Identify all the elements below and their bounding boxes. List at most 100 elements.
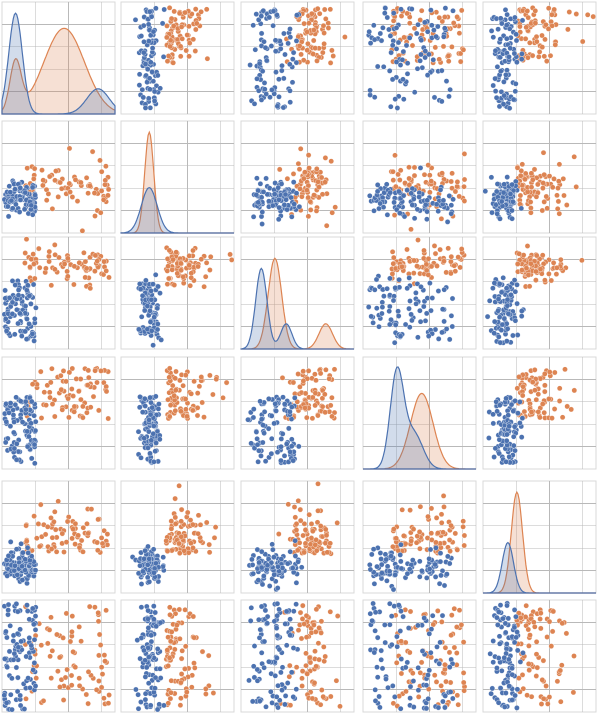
point-series-2 xyxy=(565,26,571,33)
point-series-2 xyxy=(71,403,78,410)
point-series-1 xyxy=(503,395,509,402)
point-series-2 xyxy=(429,537,435,543)
point-series-1 xyxy=(433,201,440,208)
point-series-1 xyxy=(415,665,421,671)
point-series-1 xyxy=(135,705,142,712)
point-series-2 xyxy=(301,521,308,527)
point-series-1 xyxy=(379,304,386,310)
point-series-2 xyxy=(72,520,79,527)
point-series-2 xyxy=(61,549,67,555)
point-series-2 xyxy=(166,374,172,381)
point-series-1 xyxy=(278,457,284,464)
point-series-1 xyxy=(291,201,297,207)
panel-r6-c2 xyxy=(120,599,235,713)
panel-r6-c4 xyxy=(362,599,477,713)
point-series-2 xyxy=(442,666,448,673)
point-series-2 xyxy=(167,638,174,645)
point-series-2 xyxy=(45,191,52,197)
point-series-1 xyxy=(394,643,400,650)
point-series-1 xyxy=(512,317,519,324)
point-series-2 xyxy=(300,378,307,384)
point-series-2 xyxy=(318,618,325,625)
point-series-1 xyxy=(159,20,166,27)
point-series-2 xyxy=(303,634,310,640)
point-series-1 xyxy=(24,608,31,614)
point-series-1 xyxy=(292,537,298,544)
point-series-1 xyxy=(138,314,145,320)
point-series-2 xyxy=(66,180,73,187)
point-series-1 xyxy=(397,628,404,634)
point-series-1 xyxy=(25,675,31,681)
point-series-1 xyxy=(31,412,37,419)
point-series-1 xyxy=(450,8,456,14)
point-series-1 xyxy=(503,690,509,696)
point-series-1 xyxy=(251,643,258,649)
point-series-1 xyxy=(504,11,510,18)
point-series-2 xyxy=(526,643,532,649)
panel-r3-c2 xyxy=(120,236,235,350)
point-series-2 xyxy=(552,42,559,48)
point-series-2 xyxy=(165,263,171,269)
point-series-1 xyxy=(13,394,19,401)
panel-r1-c2 xyxy=(120,1,235,115)
point-series-1 xyxy=(376,323,382,330)
point-series-2 xyxy=(46,389,53,396)
point-series-2 xyxy=(292,514,299,521)
point-series-1 xyxy=(269,87,275,93)
point-series-1 xyxy=(265,425,272,432)
point-series-1 xyxy=(248,440,254,447)
point-series-1 xyxy=(22,398,29,405)
point-series-1 xyxy=(26,433,32,440)
point-series-2 xyxy=(397,177,403,183)
point-series-2 xyxy=(284,175,291,182)
point-series-2 xyxy=(460,47,467,53)
point-series-2 xyxy=(103,388,110,395)
point-series-1 xyxy=(148,288,154,294)
point-series-1 xyxy=(278,669,284,676)
point-series-2 xyxy=(342,34,348,40)
point-series-1 xyxy=(490,82,496,89)
point-series-1 xyxy=(142,674,149,680)
point-series-2 xyxy=(177,377,183,384)
point-series-1 xyxy=(440,197,447,204)
point-series-1 xyxy=(278,436,285,442)
point-series-2 xyxy=(23,696,29,702)
point-series-1 xyxy=(373,276,380,283)
point-series-1 xyxy=(146,75,153,82)
point-series-1 xyxy=(421,303,427,310)
point-series-1 xyxy=(426,566,433,572)
point-series-2 xyxy=(554,265,560,271)
point-series-1 xyxy=(17,398,24,404)
point-series-1 xyxy=(424,28,431,35)
point-series-1 xyxy=(6,183,13,189)
point-series-2 xyxy=(517,172,524,179)
panel-frame xyxy=(482,236,597,350)
point-series-2 xyxy=(81,250,87,256)
point-series-2 xyxy=(445,58,452,64)
point-series-2 xyxy=(48,515,54,521)
point-series-2 xyxy=(198,374,205,380)
point-series-1 xyxy=(137,655,143,662)
point-series-2 xyxy=(49,401,56,407)
point-series-2 xyxy=(389,249,396,255)
point-series-1 xyxy=(255,87,262,94)
point-series-2 xyxy=(202,273,209,280)
point-series-1 xyxy=(513,634,519,641)
point-series-1 xyxy=(426,51,432,58)
point-series-2 xyxy=(532,20,539,26)
point-series-2 xyxy=(56,254,62,261)
point-series-1 xyxy=(1,692,8,698)
point-series-1 xyxy=(380,64,387,70)
point-series-2 xyxy=(44,524,51,530)
point-series-1 xyxy=(424,295,431,301)
point-series-2 xyxy=(170,60,176,66)
point-series-1 xyxy=(426,556,432,562)
point-series-2 xyxy=(92,604,98,610)
point-series-1 xyxy=(258,564,265,571)
point-series-1 xyxy=(137,281,143,287)
point-series-2 xyxy=(311,27,317,33)
point-series-1 xyxy=(289,214,295,220)
point-series-1 xyxy=(492,445,499,452)
point-series-1 xyxy=(155,321,161,327)
point-series-1 xyxy=(425,696,431,702)
